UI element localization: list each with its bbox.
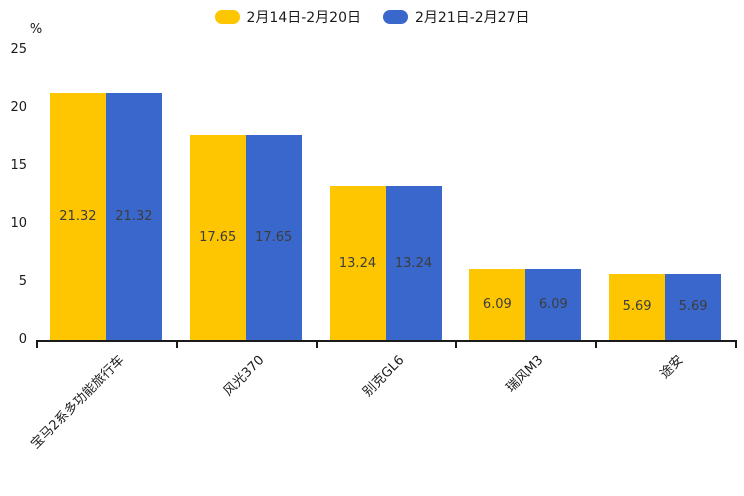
x-axis-tick — [735, 342, 737, 348]
legend-label: 2月14日-2月20日 — [246, 10, 362, 26]
x-axis-tick — [455, 342, 458, 348]
bar-series-2-瑞风M3: 6.09 — [525, 269, 582, 340]
x-axis-tick — [595, 342, 598, 348]
legend-item-series-1[interactable]: 2月14日-2月20日 — [214, 7, 362, 27]
bar-value-label: 17.65 — [199, 230, 237, 246]
y-axis-unit-label: % — [29, 22, 43, 37]
x-axis-tick — [36, 342, 38, 348]
x-category-label: 瑞风M3 — [503, 352, 547, 396]
x-axis-line — [36, 340, 737, 342]
legend-item-series-2[interactable]: 2月21日-2月27日 — [383, 7, 530, 27]
bar-value-label: 6.09 — [538, 297, 568, 313]
bar-value-label: 13.24 — [338, 255, 377, 271]
bar-series-1-风光370: 17.65 — [189, 135, 246, 340]
bar-value-label: 21.32 — [59, 208, 97, 224]
legend-swatch-icon — [383, 10, 408, 24]
bar-value-label: 13.24 — [394, 255, 433, 271]
y-tick-label: 5 — [18, 274, 27, 289]
x-category-label: 宝马2系多功能旅行车 — [28, 352, 128, 453]
bar-value-label: 6.09 — [482, 297, 512, 313]
y-tick-label: 15 — [10, 158, 27, 173]
bar-series-1-别克GL6: 13.24 — [329, 186, 386, 340]
legend-label: 2月21日-2月27日 — [415, 10, 530, 26]
bar-value-label: 5.69 — [678, 299, 708, 315]
bar-series-2-别克GL6: 13.24 — [385, 186, 442, 340]
bar-value-label: 17.65 — [255, 230, 293, 246]
x-category-label: 风光370 — [220, 352, 268, 400]
bar-series-1-宝马2系多功能旅行车: 21.32 — [49, 92, 106, 340]
x-axis-tick — [175, 342, 178, 348]
chart-legend: 2月14日-2月20日 2月21日-2月27日 — [0, 7, 744, 27]
bar-series-2-途安: 5.69 — [665, 273, 722, 340]
bar-value-label: 5.69 — [622, 299, 652, 315]
y-tick-label: 25 — [10, 42, 27, 57]
bar-series-1-瑞风M3: 6.09 — [469, 269, 526, 340]
bar-series-1-途安: 5.69 — [609, 273, 666, 340]
y-tick-label: 20 — [10, 100, 27, 115]
x-category-label: 途安 — [657, 352, 687, 382]
y-tick-label: 10 — [10, 216, 27, 231]
legend-swatch-icon — [214, 10, 240, 24]
bar-value-label: 21.32 — [115, 208, 153, 224]
x-axis-tick — [315, 342, 318, 348]
bar-series-2-宝马2系多功能旅行车: 21.32 — [105, 92, 162, 340]
x-category-label: 别克GL6 — [359, 352, 407, 400]
bar-series-2-风光370: 17.65 — [245, 135, 302, 340]
y-tick-label: 0 — [18, 332, 27, 347]
